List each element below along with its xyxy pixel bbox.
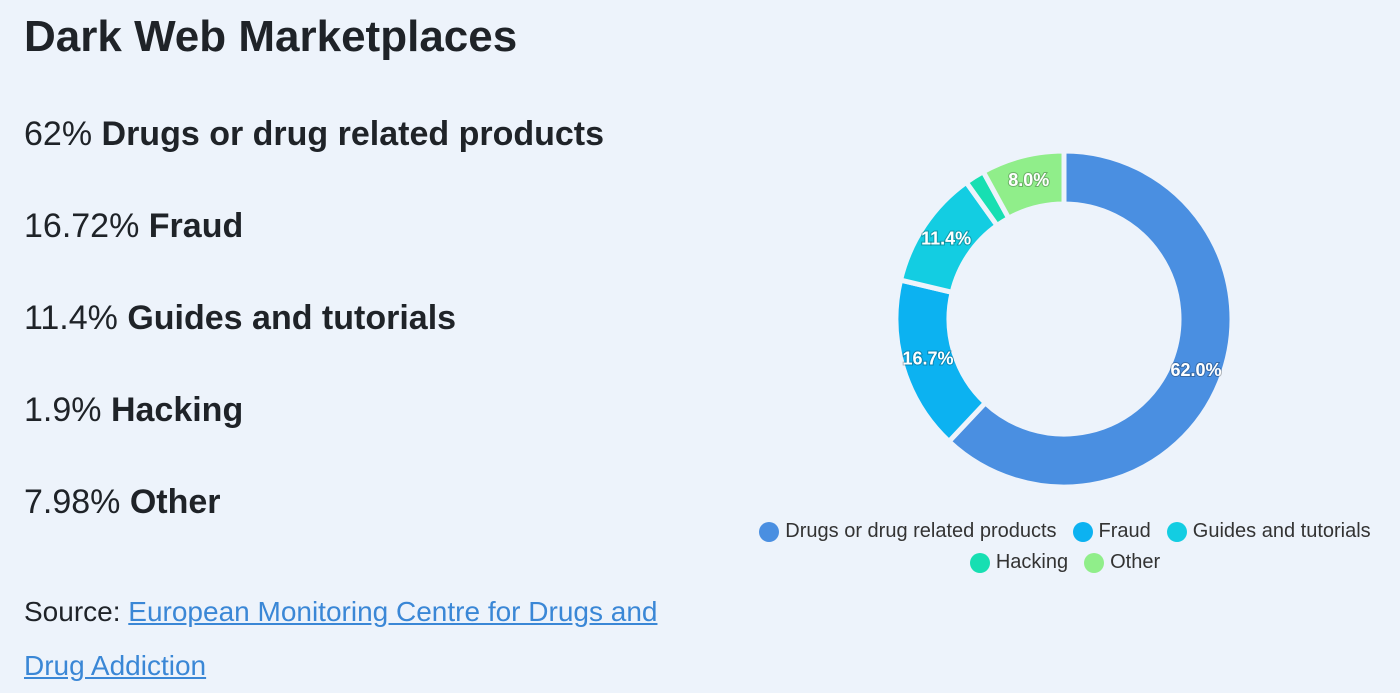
legend-label: Guides and tutorials	[1192, 520, 1371, 542]
legend-entry: Hacking	[969, 551, 1069, 574]
data-label: 8.0%	[1008, 170, 1049, 190]
item-name: Drugs or drug related products	[101, 115, 605, 153]
page-title: Dark Web Marketplaces	[24, 12, 518, 61]
legend-swatch	[759, 521, 780, 542]
legend-swatch	[969, 552, 990, 573]
item-share: 62%	[24, 115, 93, 153]
legend-swatch	[1166, 521, 1187, 542]
legend-entry: Other	[1084, 551, 1160, 574]
item: 62% Drugs or drug related products	[24, 115, 604, 154]
item-share: 1.9%	[24, 391, 102, 429]
data-label: 62.0%	[1171, 360, 1222, 380]
item-name: Fraud	[148, 207, 244, 245]
item-name: Hacking	[110, 391, 244, 429]
legend-entry: Drugs or drug related products	[759, 520, 1057, 543]
source: Source: European Monitoring Centre for D…	[24, 585, 704, 693]
legend-entry: Fraud	[1072, 520, 1151, 543]
donut-segment	[979, 148, 1067, 222]
source-link[interactable]: European Monitoring Centre for Drugs and…	[24, 596, 658, 681]
source-label: Source:	[24, 596, 121, 627]
item: 7.98% Other	[24, 483, 221, 522]
legend-label: Drugs or drug related products	[785, 520, 1057, 542]
legend-label: Hacking	[995, 551, 1069, 573]
item-share: 11.4%	[24, 299, 118, 337]
item: 11.4% Guides and tutorials	[24, 299, 456, 338]
data-label: 16.7%	[902, 349, 953, 369]
legend: Drugs or drug related products Fraud Guide…	[735, 520, 1395, 574]
legend-swatch	[1072, 521, 1093, 542]
data-label: 11.4%	[921, 229, 971, 249]
item-name: Other	[129, 483, 221, 521]
legend-label: Other	[1110, 551, 1161, 573]
item-name: Guides and tutorials	[127, 299, 457, 337]
legend-label: Fraud	[1098, 520, 1151, 542]
donut-segment	[945, 148, 1235, 490]
item-share: 16.72%	[24, 207, 140, 245]
legend-entry: Guides and tutorials	[1166, 520, 1371, 543]
item: 16.72% Fraud	[24, 207, 243, 246]
item: 1.9% Hacking	[24, 391, 243, 430]
legend-swatch	[1084, 552, 1105, 573]
item-share: 7.98%	[24, 483, 121, 521]
